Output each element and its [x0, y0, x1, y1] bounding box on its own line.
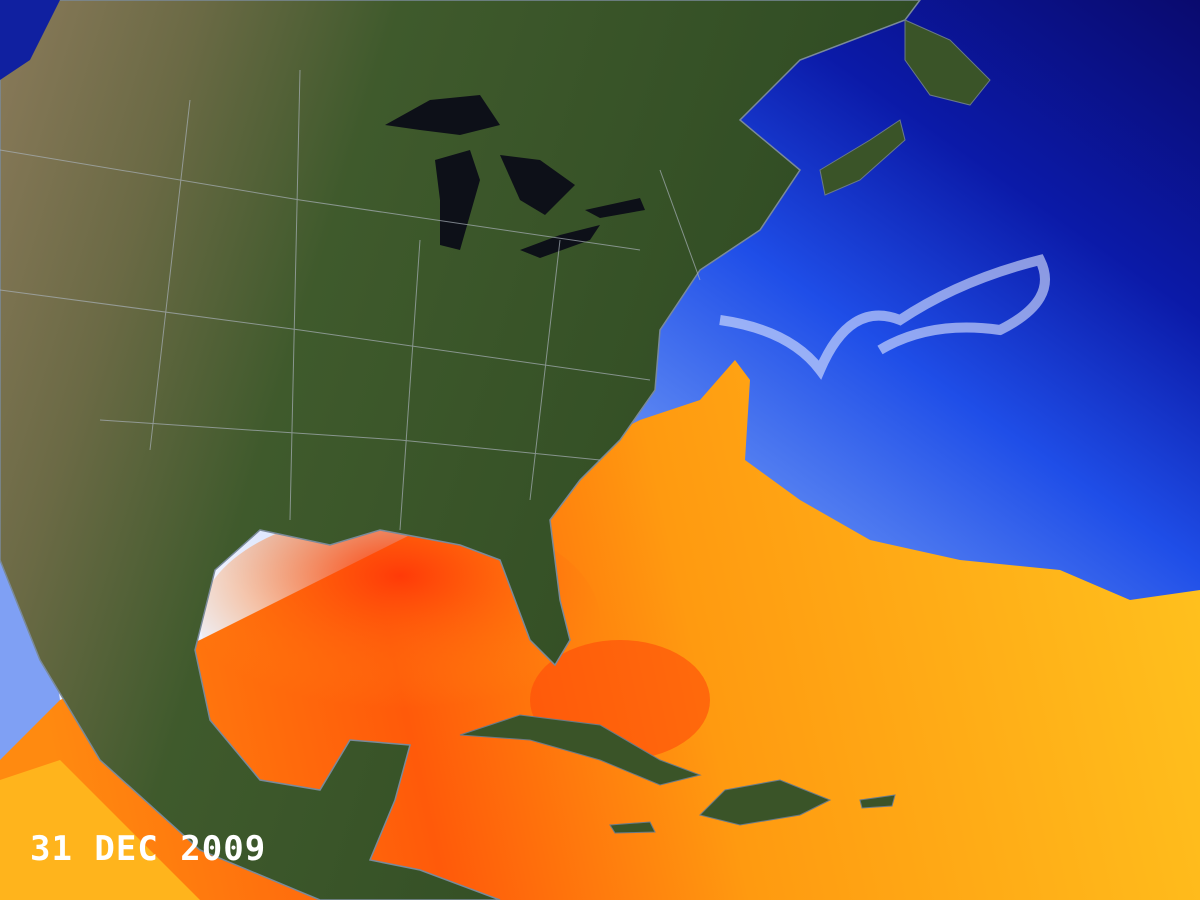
- islands: [459, 19, 991, 834]
- lake-superior: [385, 95, 500, 135]
- lake-huron: [500, 155, 575, 215]
- cuba: [459, 714, 702, 786]
- lake-ontario: [585, 198, 645, 218]
- date-label: 31 DEC 2009: [30, 829, 266, 869]
- hispaniola: [699, 779, 832, 826]
- lake-michigan: [435, 150, 480, 250]
- eddies: [719, 254, 1050, 380]
- north-america: [0, 0, 921, 900]
- warm-ocean: [0, 360, 1200, 900]
- pacific-north: [0, 0, 60, 80]
- pacific-warm: [0, 760, 200, 900]
- puerto-rico: [859, 794, 896, 809]
- state-borders: [0, 69, 701, 531]
- jamaica: [609, 821, 656, 834]
- nova-scotia: [819, 119, 906, 196]
- newfoundland: [904, 19, 991, 106]
- gulf-hot: [200, 510, 600, 730]
